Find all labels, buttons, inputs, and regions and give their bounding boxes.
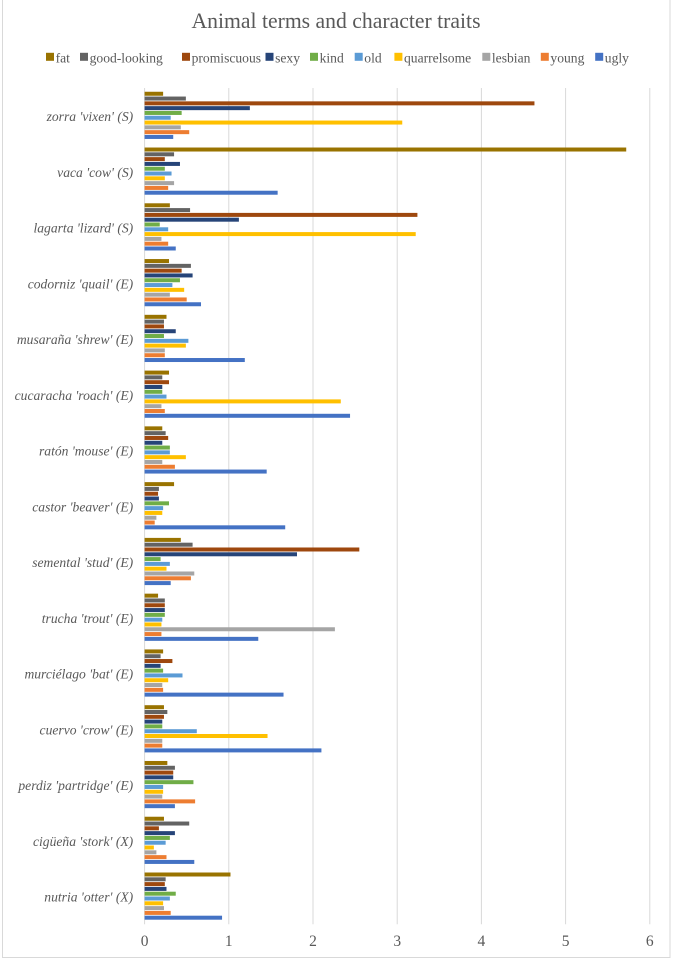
svg-text:cucaracha 'roach' (E): cucaracha 'roach' (E) (15, 388, 134, 404)
svg-text:codorniz 'quail' (E): codorniz 'quail' (E) (28, 276, 134, 292)
svg-text:lesbian: lesbian (492, 50, 531, 65)
svg-text:nutria 'otter' (X): nutria 'otter' (X) (44, 890, 133, 906)
svg-text:3: 3 (393, 933, 401, 950)
svg-text:vaca 'cow' (S): vaca 'cow' (S) (57, 165, 133, 181)
svg-text:ugly: ugly (605, 50, 629, 65)
svg-text:cuervo 'crow' (E): cuervo 'crow' (E) (40, 722, 134, 738)
svg-text:fat: fat (56, 50, 71, 65)
svg-text:musaraña 'shrew' (E): musaraña 'shrew' (E) (17, 332, 134, 348)
svg-text:0: 0 (141, 933, 149, 950)
svg-text:old: old (364, 50, 382, 65)
svg-text:lagarta 'lizard' (S): lagarta 'lizard' (S) (33, 221, 133, 237)
svg-text:young: young (550, 50, 584, 65)
svg-text:1: 1 (225, 933, 233, 950)
svg-text:2: 2 (309, 933, 317, 950)
svg-text:ratón 'mouse' (E): ratón 'mouse' (E) (39, 444, 134, 460)
svg-text:semental 'stud' (E): semental 'stud' (E) (32, 555, 133, 571)
svg-text:quarrelsome: quarrelsome (404, 50, 471, 65)
svg-text:trucha 'trout' (E): trucha 'trout' (E) (42, 611, 134, 627)
svg-text:4: 4 (478, 933, 486, 950)
svg-text:good-looking: good-looking (90, 50, 163, 65)
svg-text:Animal terms and character tra: Animal terms and character traits (191, 9, 480, 33)
svg-text:5: 5 (562, 933, 570, 950)
svg-text:zorra 'vixen' (S): zorra 'vixen' (S) (46, 109, 134, 125)
svg-text:sexy: sexy (275, 50, 300, 65)
svg-text:promiscuous: promiscuous (192, 50, 261, 65)
svg-text:perdiz 'partridge' (E): perdiz 'partridge' (E) (17, 778, 133, 794)
svg-text:murciélago 'bat' (E): murciélago 'bat' (E) (24, 667, 133, 683)
svg-text:castor 'beaver' (E): castor 'beaver' (E) (32, 499, 133, 515)
svg-text:kind: kind (320, 50, 344, 65)
svg-text:cigüeña 'stork' (X): cigüeña 'stork' (X) (33, 834, 134, 850)
svg-text:6: 6 (646, 933, 654, 950)
